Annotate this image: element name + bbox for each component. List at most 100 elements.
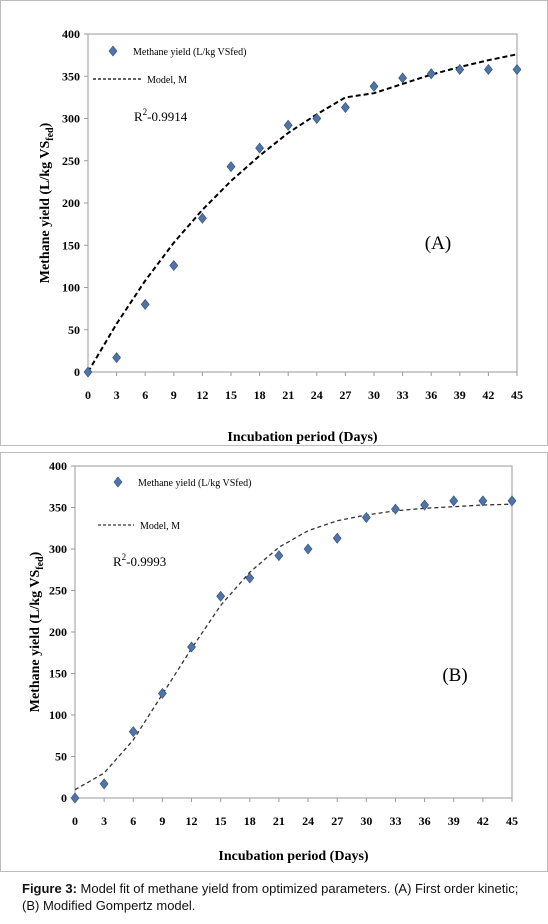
x-tick-label-a: 0: [85, 388, 91, 402]
data-point-a: [283, 119, 293, 131]
x-tick-label-a: 21: [282, 388, 294, 402]
y-axis-title-sub-b: fed: [35, 556, 46, 570]
data-point-a: [398, 72, 407, 84]
legend-label-points-b: Methane yield (L/kg VSfed): [138, 478, 251, 489]
y-tick-label-a: 250: [62, 154, 80, 168]
x-tick-label-a: 45: [511, 388, 523, 402]
x-tick-label-b: 0: [72, 814, 78, 828]
figure-caption: Figure 3: Model fit of methane yield fro…: [22, 880, 528, 914]
data-point-a: [140, 298, 150, 310]
y-axis-title-close-b: ): [28, 551, 43, 556]
chart-panel-b: 0 50 100 150 200 250 300 350 400 0 3 6 9 12 15 18 21 24 27…: [0, 452, 548, 872]
data-point-b: [478, 495, 488, 507]
data-point-a: [112, 352, 121, 364]
r-squared-base-a: R: [134, 109, 143, 124]
y-tick-label-b: 350: [49, 501, 67, 515]
y-tick-label-b: 250: [49, 584, 67, 598]
x-tick-label-b: 12: [186, 814, 198, 828]
y-tick-label-a: 0: [74, 365, 80, 379]
y-tick-label-a: 50: [68, 323, 80, 337]
x-tick-label-a: 27: [339, 388, 351, 402]
r-squared-sup-b: 2: [122, 552, 127, 562]
caption-label: Figure 3:: [22, 881, 77, 896]
data-point-b: [303, 543, 313, 555]
y-tick-label-a: 400: [62, 27, 80, 41]
data-point-b: [449, 495, 459, 507]
x-tick-label-b: 6: [130, 814, 136, 828]
model-line-a: [87, 53, 518, 373]
y-tick-label-a: 300: [62, 112, 80, 126]
panel-label-a: (A): [425, 233, 451, 254]
y-axis-title-main-b: Methane yield (L/kg VS: [28, 570, 43, 713]
data-point-b: [187, 641, 196, 653]
x-tick-label-b: 30: [360, 814, 372, 828]
data-point-b: [216, 590, 226, 602]
data-point-b: [274, 550, 284, 562]
x-tick-label-a: 42: [482, 388, 494, 402]
y-axis-title-close-a: ): [38, 122, 53, 127]
x-tick-label-a: 30: [368, 388, 380, 402]
y-tick-label-b: 100: [49, 708, 67, 722]
y-axis-title-b: Methane yield (L/kg VSfed): [28, 551, 46, 712]
y-tick-label-a: 100: [62, 281, 80, 295]
r-squared-sup-a: 2: [143, 107, 148, 117]
data-point-a: [198, 212, 207, 224]
x-tick-label-b: 33: [389, 814, 401, 828]
r-squared-annotation-b: R2-0.9993: [113, 552, 166, 569]
x-tick-label-b: 36: [419, 814, 431, 828]
y-tick-label-a: 350: [62, 69, 80, 83]
data-point-b: [245, 572, 255, 584]
data-point-a: [484, 64, 493, 75]
y-tick-label-b: 150: [49, 667, 67, 681]
y-tick-label-b: 300: [49, 542, 67, 556]
legend-marker-points-b: [113, 476, 123, 488]
x-tick-label-b: 42: [477, 814, 489, 828]
data-point-a: [341, 102, 350, 113]
data-point-b: [361, 511, 371, 523]
data-point-b: [420, 499, 429, 511]
y-axis-title-a: Methane yield (L/kg VSfed): [38, 122, 56, 283]
legend-label-points-a: Methane yield (L/kg VSfed): [133, 47, 246, 58]
data-point-a: [426, 68, 436, 80]
x-tick-label-a: 6: [142, 388, 148, 402]
x-tick-label-b: 3: [101, 814, 107, 828]
x-tick-label-b: 39: [448, 814, 460, 828]
x-axis-title-b: Incubation period (Days): [218, 849, 368, 864]
data-point-a: [255, 142, 264, 154]
y-tick-label-b: 400: [49, 459, 67, 473]
x-tick-label-b: 24: [302, 814, 314, 828]
r-squared-value-b: -0.9993: [126, 554, 166, 569]
y-tick-label-b: 0: [61, 791, 67, 805]
data-point-a: [455, 64, 465, 75]
x-tick-label-a: 9: [171, 388, 177, 402]
model-line-b: [74, 503, 513, 791]
data-point-a: [512, 64, 522, 75]
r-squared-annotation-a: R2-0.9914: [134, 107, 188, 124]
x-tick-label-b: 27: [331, 814, 343, 828]
r-squared-base-b: R: [113, 554, 122, 569]
y-axis-title-sub-a: fed: [45, 127, 56, 141]
data-point-b: [507, 495, 517, 507]
legend-label-model-a: Model, M: [147, 75, 187, 86]
x-tick-label-a: 24: [311, 388, 323, 402]
data-point-a: [169, 260, 179, 272]
y-axis-title-main-a: Methane yield (L/kg VS: [38, 141, 53, 284]
x-tick-label-b: 21: [273, 814, 285, 828]
data-point-b: [332, 532, 342, 544]
data-point-a: [83, 366, 93, 378]
data-point-a: [369, 80, 379, 92]
data-point-a: [312, 113, 322, 124]
y-tick-label-b: 50: [55, 750, 67, 764]
x-tick-label-b: 15: [215, 814, 227, 828]
data-point-b: [391, 503, 400, 515]
caption-text: Model fit of methane yield from optimize…: [22, 881, 519, 913]
x-tick-label-a: 3: [114, 388, 120, 402]
data-point-b: [158, 687, 167, 699]
plot-area-b: [74, 465, 513, 799]
y-tick-label-b: 200: [49, 625, 67, 639]
data-point-a: [226, 161, 236, 173]
data-point-b: [128, 726, 138, 738]
x-tick-label-a: 18: [254, 388, 266, 402]
